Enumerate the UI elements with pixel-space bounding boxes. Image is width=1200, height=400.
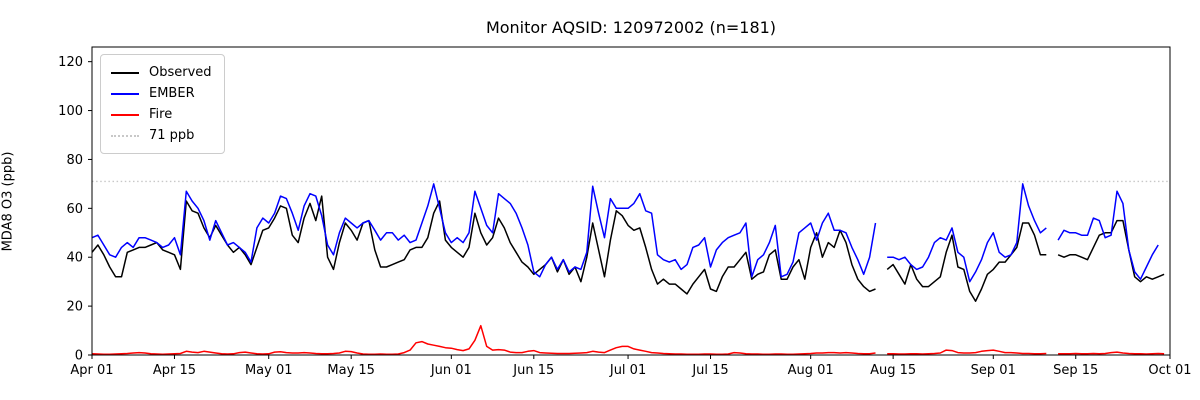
x-tick-label: May 01 xyxy=(245,363,293,378)
x-tick-label: Sep 15 xyxy=(1053,363,1098,378)
y-tick-label: 0 xyxy=(75,349,83,364)
legend-item-observed: Observed xyxy=(111,62,212,83)
axes-frame xyxy=(91,46,1171,356)
x-tick-label: Jun 01 xyxy=(430,363,472,378)
legend: Observed EMBER Fire 71 ppb xyxy=(100,54,225,154)
x-tick-label: Aug 15 xyxy=(870,363,916,378)
x-tick-label: Apr 15 xyxy=(153,363,196,378)
x-tick-label: Jul 01 xyxy=(609,363,646,378)
legend-label-observed: Observed xyxy=(149,65,212,80)
observed-line-swatch xyxy=(111,71,139,74)
y-tick-label: 20 xyxy=(66,300,83,315)
x-tick-label: Apr 01 xyxy=(70,363,113,378)
ember-line xyxy=(91,183,1159,283)
y-tick-label: 40 xyxy=(66,251,83,266)
x-tick-label: Jul 15 xyxy=(691,363,728,378)
y-tick-label: 120 xyxy=(58,55,83,70)
threshold-line-swatch xyxy=(111,134,139,137)
x-tick-label: Oct 01 xyxy=(1148,363,1191,378)
legend-label-threshold: 71 ppb xyxy=(149,128,195,143)
fire-line-swatch xyxy=(111,113,139,116)
y-tick-label: 100 xyxy=(58,104,83,119)
x-tick-label: Sep 01 xyxy=(971,363,1016,378)
y-tick-label: 60 xyxy=(66,202,83,217)
ember-line-swatch xyxy=(111,92,139,95)
x-tick-label: May 15 xyxy=(327,363,375,378)
legend-item-ember: EMBER xyxy=(111,83,212,104)
legend-label-fire: Fire xyxy=(149,107,173,122)
legend-label-ember: EMBER xyxy=(149,86,195,101)
fire-line xyxy=(91,324,1165,356)
legend-item-threshold: 71 ppb xyxy=(111,125,212,146)
y-tick-label: 80 xyxy=(66,153,83,168)
chart-title: Monitor AQSID: 120972002 (n=181) xyxy=(485,18,777,37)
legend-item-fire: Fire xyxy=(111,104,212,125)
x-tick-label: Aug 01 xyxy=(788,363,834,378)
x-tick-label: Jun 15 xyxy=(512,363,554,378)
